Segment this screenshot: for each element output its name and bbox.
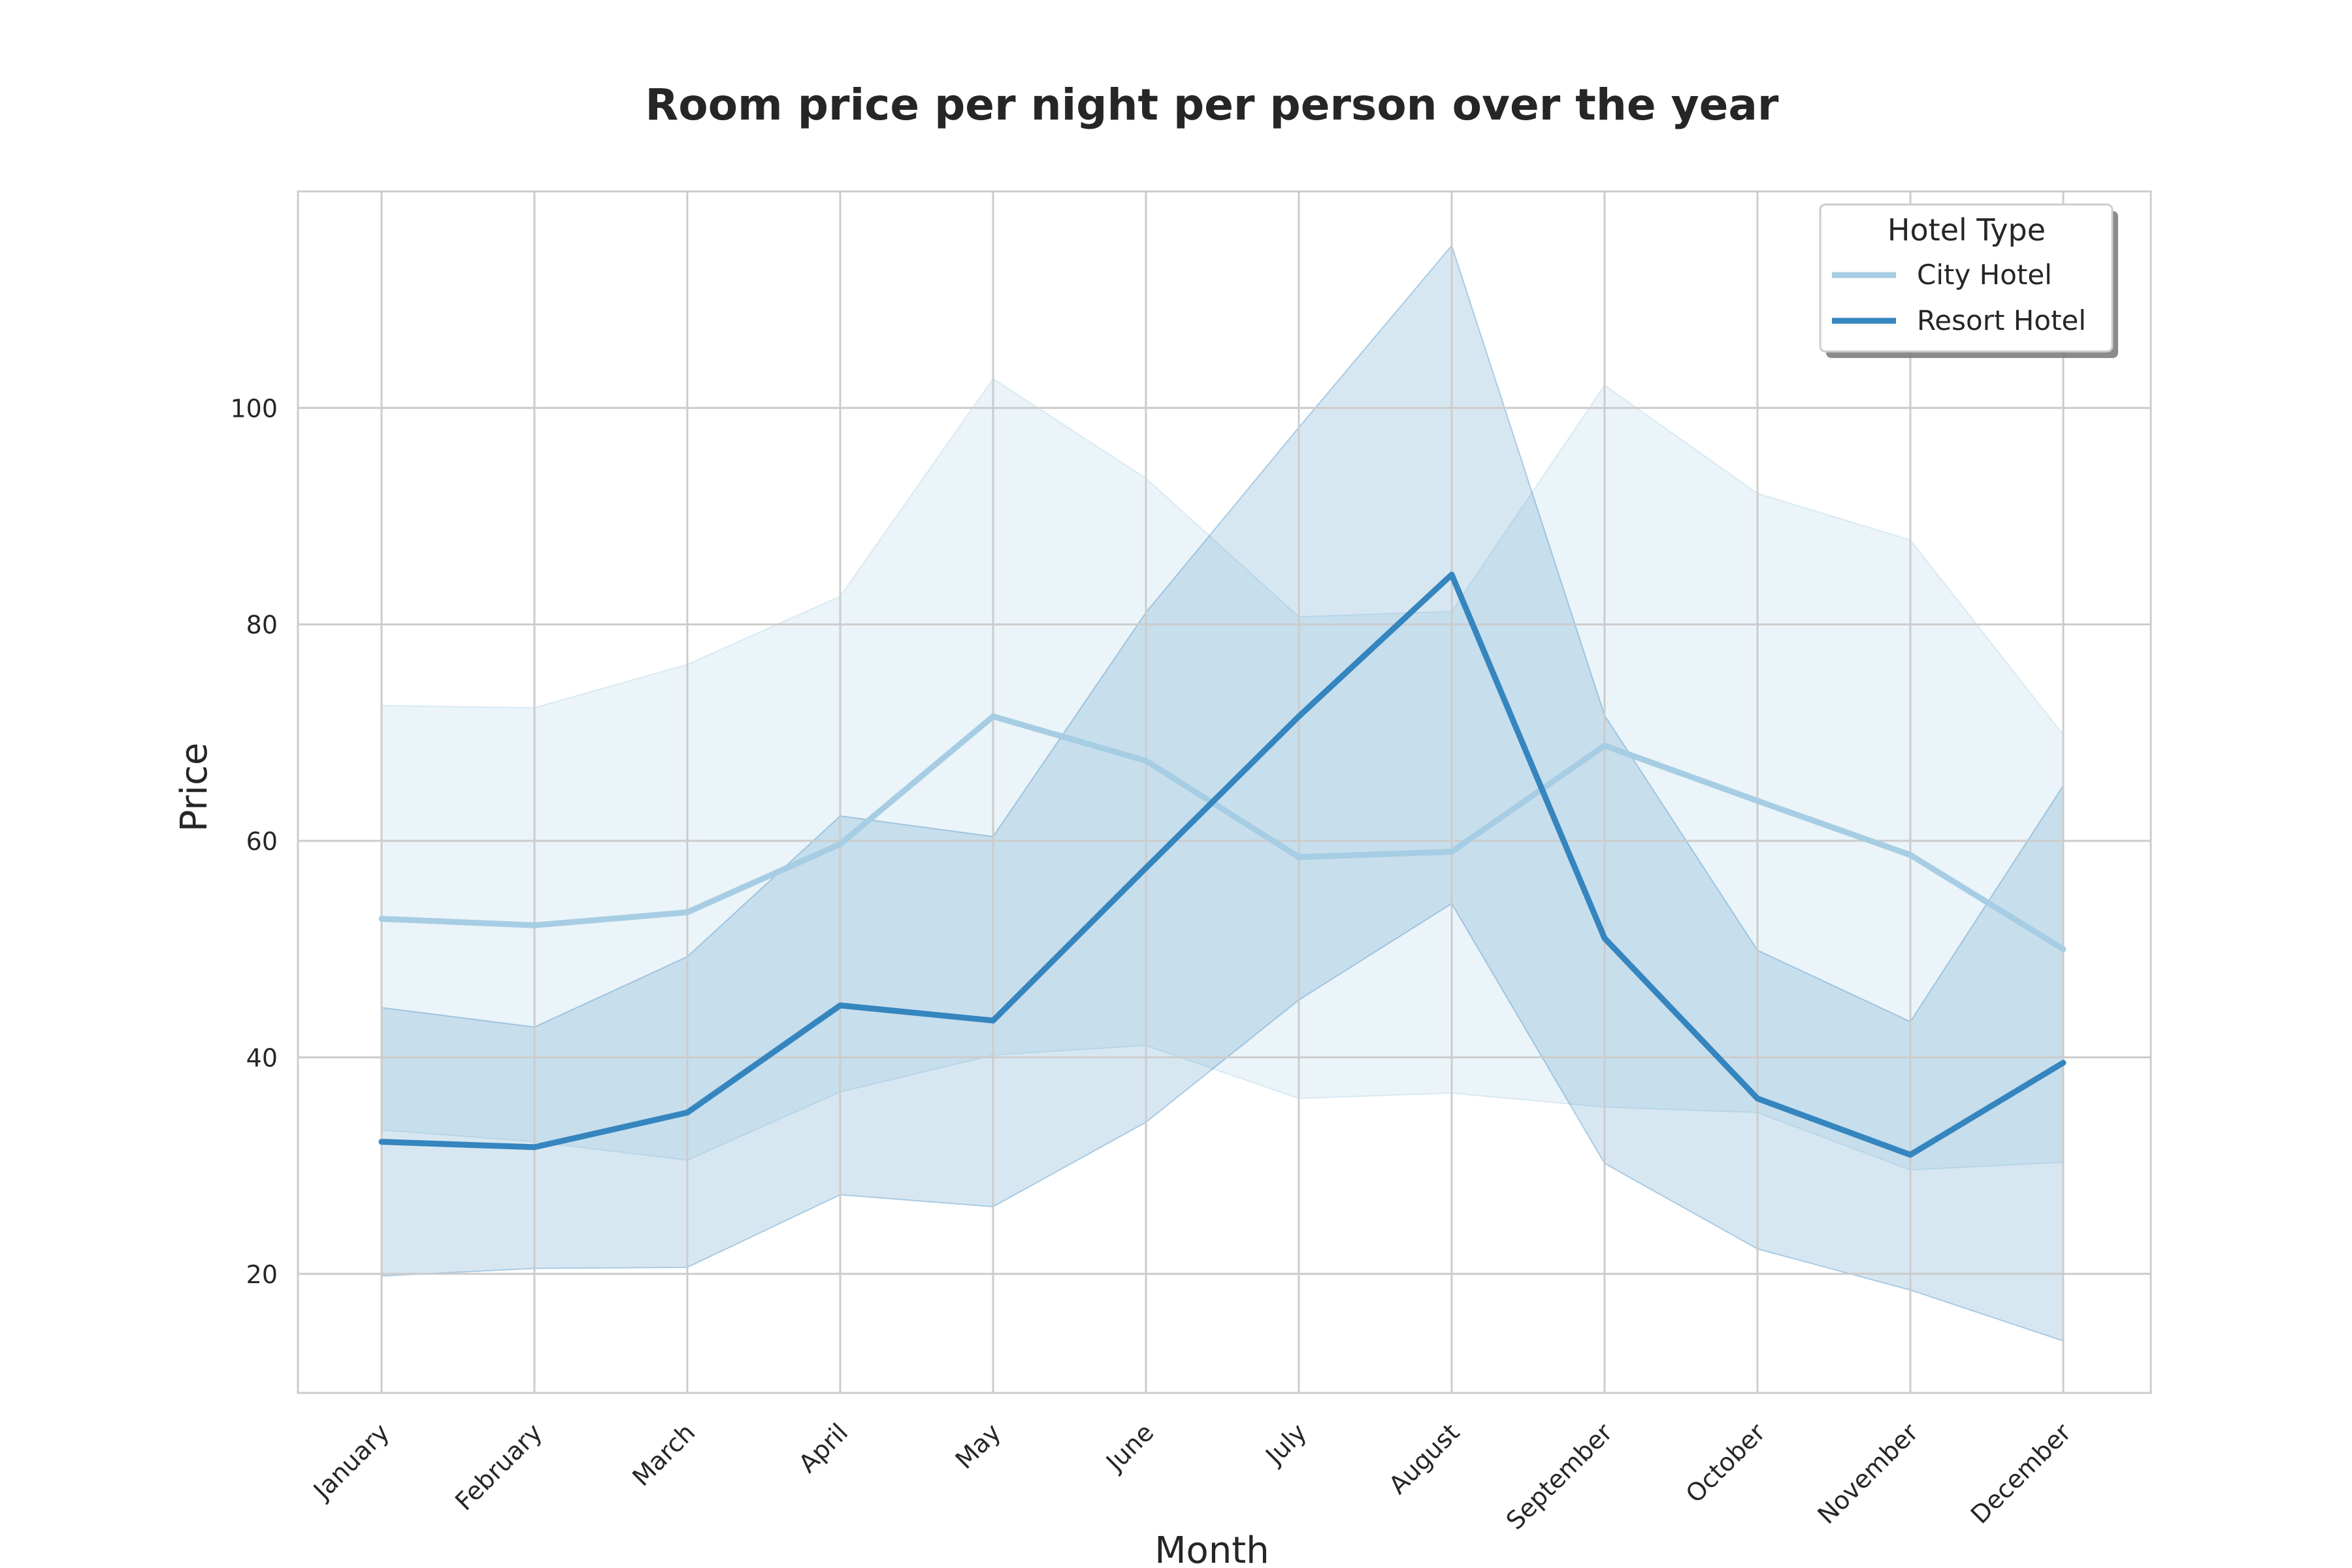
series-line-city-hotel [378,713,2066,953]
y-tick-label: 20 [246,1260,278,1289]
x-tick-label: June [1100,1418,1159,1477]
x-tick-label: May [950,1418,1007,1475]
grid-lines [298,191,2151,1393]
y-tick-label: 100 [230,394,278,423]
plot-frame [297,190,2152,1394]
x-tick-label: August [1383,1418,1465,1499]
y-axis-label: Price [173,743,216,832]
y-tick-labels: 20 40 60 80 100 [230,394,278,1288]
y-tick-label: 60 [246,827,278,856]
plot-area-border [297,190,2152,1394]
x-tick-label: November [1812,1418,1923,1529]
y-tick-label: 80 [246,611,278,640]
series-line-resort-hotel [378,571,2066,1158]
x-tick-label: July [1260,1418,1313,1471]
legend-label-resort-hotel: Resort Hotel [1917,304,2086,336]
legend: Hotel Type City Hotel Resort Hotel [1819,203,2118,358]
x-tick-label: March [627,1418,700,1492]
x-axis-label: Month [1154,1529,1269,1568]
y-tick-label: 40 [246,1043,278,1072]
series-lines [378,571,2066,1158]
x-tick-label: September [1501,1418,1618,1535]
legend-title: Hotel Type [1887,212,2046,248]
x-tick-label: January [307,1418,395,1505]
legend-box [1819,203,2114,353]
x-tick-label: October [1680,1418,1771,1509]
x-tick-label: February [449,1418,547,1516]
x-tick-label: December [1965,1418,2077,1529]
x-tick-labels: January February March April May June July Augu… [307,1418,2077,1535]
legend-label-city-hotel: City Hotel [1917,259,2052,291]
x-tick-label: April [793,1418,854,1478]
chart-title: Room price per night per person over the… [645,80,1779,130]
